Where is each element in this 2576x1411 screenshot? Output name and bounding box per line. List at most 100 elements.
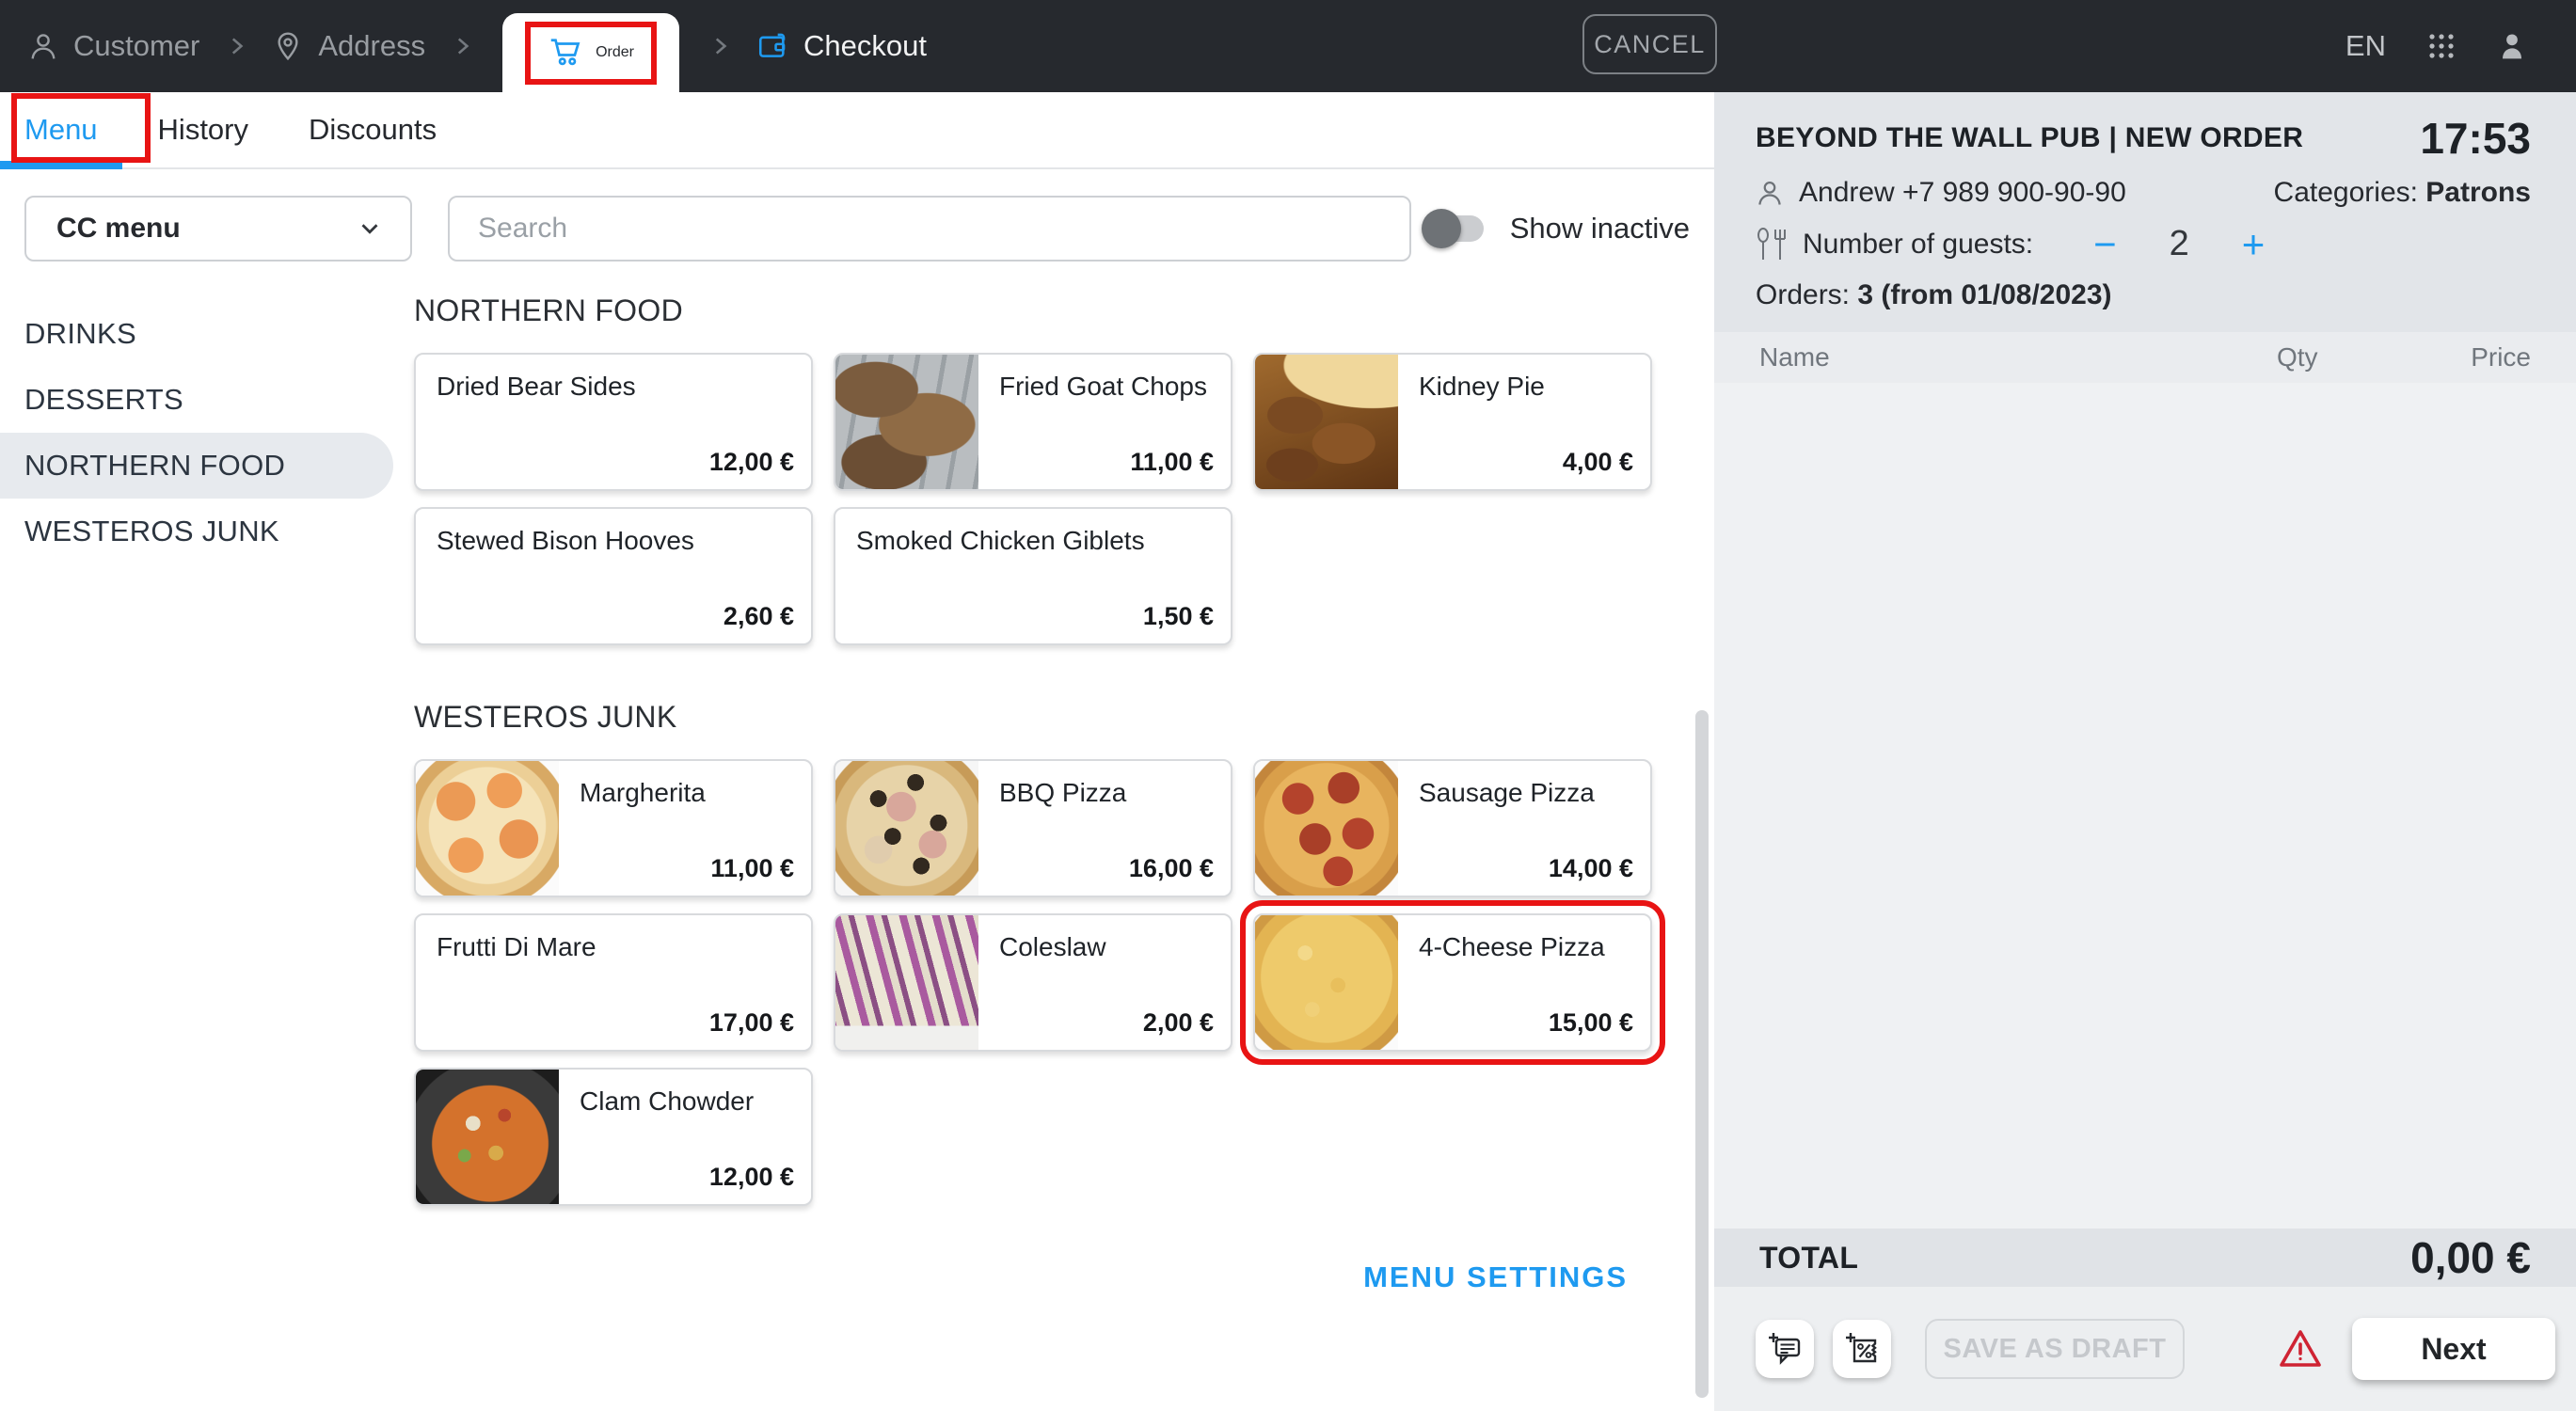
menu-item-price: 11,00 € <box>1130 448 1214 476</box>
menu-item-card[interactable]: Stewed Bison Hooves 2,60 € <box>414 507 813 645</box>
total-row: TOTAL 0,00 € <box>1714 1229 2576 1287</box>
menu-section: WESTEROS JUNK Margherita 11,00 € BBQ Piz… <box>414 700 1714 1206</box>
warning-icon <box>2277 1327 2324 1371</box>
order-panel-footer: SAVE AS DRAFT Next <box>1714 1287 2576 1411</box>
step-address-label: Address <box>318 29 426 62</box>
menu-card-grid: Margherita 11,00 € BBQ Pizza 16,00 € Sau… <box>414 759 1665 1206</box>
vertical-scrollbar-thumb[interactable] <box>1695 710 1709 1398</box>
chevron-right-icon <box>450 34 474 58</box>
tab-history[interactable]: History <box>157 113 248 146</box>
menu-item-name: Frutti Di Mare <box>437 932 596 961</box>
menu-item-price: 4,00 € <box>1562 448 1633 476</box>
add-comment-icon <box>1766 1330 1804 1368</box>
customer-categories: Categories: Patrons <box>2274 177 2531 209</box>
menu-item-name: Stewed Bison Hooves <box>437 526 694 555</box>
category-label: DRINKS <box>24 317 136 350</box>
order-time: 17:53 <box>2420 114 2531 163</box>
column-qty: Qty <box>2277 342 2318 372</box>
menu-item-price: 16,00 € <box>1128 854 1214 882</box>
orders-value: 3 (from 01/08/2023) <box>1857 279 2112 310</box>
category-label: NORTHERN FOOD <box>24 449 286 482</box>
next-button[interactable]: Next <box>2352 1318 2555 1380</box>
venue-and-order-title: BEYOND THE WALL PUB | NEW ORDER <box>1756 122 2304 153</box>
menu-item-price: 12,00 € <box>708 448 794 476</box>
cancel-button[interactable]: CANCEL <box>1582 14 1717 74</box>
menu-item-price: 11,00 € <box>710 854 794 882</box>
menu-section: NORTHERN FOOD Dried Bear Sides 12,00 € F… <box>414 293 1714 645</box>
column-price: Price <box>2471 342 2531 372</box>
guests-increment-button[interactable]: + <box>2241 221 2266 266</box>
menu-item-price: 1,50 € <box>1142 602 1214 630</box>
menu-settings-link[interactable]: MENU SETTINGS <box>1363 1260 1628 1293</box>
menu-item-card[interactable]: Smoked Chicken Giblets 1,50 € <box>834 507 1232 645</box>
total-value: 0,00 € <box>2410 1233 2531 1282</box>
step-order-active-tab[interactable]: Order <box>502 13 680 92</box>
menu-item-card[interactable]: Margherita 11,00 € <box>414 759 813 897</box>
menu-item-name: Sausage Pizza <box>1419 778 1595 807</box>
filter-row: CC menu Show inactive <box>0 196 1714 262</box>
menu-item-price: 2,00 € <box>1142 1008 1214 1037</box>
search-input[interactable] <box>448 196 1411 262</box>
menu-item-card-annotated[interactable]: 4-Cheese Pizza 15,00 € <box>1240 900 1665 1065</box>
step-customer[interactable]: Customer <box>28 29 199 63</box>
menu-item-card[interactable]: BBQ Pizza 16,00 € <box>834 759 1232 897</box>
cutlery-icon <box>1756 227 1788 262</box>
sidebar-category-northern-food[interactable]: NORTHERN FOOD <box>0 433 393 499</box>
menu-item-name: Margherita <box>580 778 706 807</box>
menu-item-price: 17,00 € <box>708 1008 794 1037</box>
coleslaw-image <box>835 915 978 1050</box>
sidebar-category-drinks[interactable]: DRINKS <box>0 301 393 367</box>
menu-item-card[interactable]: Sausage Pizza 14,00 € <box>1253 759 1652 897</box>
menu-item-name: BBQ Pizza <box>999 778 1127 807</box>
menu-item-name: Smoked Chicken Giblets <box>856 526 1145 555</box>
menu-select-dropdown[interactable]: CC menu <box>24 196 412 262</box>
guests-count: 2 <box>2169 224 2189 263</box>
toggle-knob <box>1421 209 1461 248</box>
menu-item-card[interactable]: Clam Chowder 12,00 € <box>414 1068 813 1206</box>
step-customer-label: Customer <box>73 29 200 62</box>
show-inactive-toggle[interactable] <box>1421 209 1484 248</box>
category-list: DRINKS DESSERTS NORTHERN FOOD WESTEROS J… <box>0 293 414 1411</box>
items-area: NORTHERN FOOD Dried Bear Sides 12,00 € F… <box>414 293 1714 1411</box>
categories-label: Categories: <box>2273 177 2426 208</box>
add-discount-button[interactable] <box>1833 1320 1891 1378</box>
sidebar-category-westeros-junk[interactable]: WESTEROS JUNK <box>0 499 393 564</box>
annotation-box-order: Order <box>525 21 658 85</box>
save-as-draft-button[interactable]: SAVE AS DRAFT <box>1925 1319 2185 1379</box>
guests-row: Number of guests: − 2 + <box>1756 224 2531 264</box>
goat-chops-image <box>835 355 978 489</box>
person-icon <box>1756 179 1784 207</box>
menu-item-name: Coleslaw <box>999 932 1106 961</box>
show-inactive-toggle-wrap: Show inactive <box>1421 209 1690 248</box>
chevron-down-icon <box>356 214 384 243</box>
language-selector[interactable]: EN <box>2345 29 2386 62</box>
sausage-pizza-image <box>1255 761 1398 896</box>
menu-column: Menu History Discounts CC menu Show inac… <box>0 92 1714 1411</box>
clam-chowder-image <box>416 1070 559 1204</box>
order-panel: BEYOND THE WALL PUB | NEW ORDER 17:53 An… <box>1714 92 2576 1411</box>
person-icon <box>28 31 58 61</box>
menu-section-title: WESTEROS JUNK <box>414 700 677 734</box>
apps-grid-icon[interactable] <box>2427 32 2456 60</box>
step-address[interactable]: Address <box>273 29 425 63</box>
main-layout: Menu History Discounts CC menu Show inac… <box>0 92 2576 1411</box>
tab-menu[interactable]: Menu <box>24 113 98 146</box>
orders-history-line: Orders: 3 (from 01/08/2023) <box>1756 279 2531 311</box>
menu-item-price: 14,00 € <box>1548 854 1633 882</box>
menu-item-card[interactable]: Frutti Di Mare 17,00 € <box>414 913 813 1052</box>
menu-item-card[interactable]: Kidney Pie 4,00 € <box>1253 353 1652 491</box>
menu-item-card[interactable]: Fried Goat Chops 11,00 € <box>834 353 1232 491</box>
step-checkout[interactable]: Checkout <box>756 29 927 63</box>
menu-item-card[interactable]: Dried Bear Sides 12,00 € <box>414 353 813 491</box>
menu-item-name: Clam Chowder <box>580 1086 755 1116</box>
add-comment-button[interactable] <box>1756 1320 1814 1378</box>
categories-value: Patrons <box>2425 177 2531 208</box>
tab-discounts[interactable]: Discounts <box>309 113 437 146</box>
menu-section-title: NORTHERN FOOD <box>414 293 683 327</box>
annotation-box-menu-tab <box>11 93 151 163</box>
menu-item-price: 12,00 € <box>708 1163 794 1191</box>
sidebar-category-desserts[interactable]: DESSERTS <box>0 367 393 433</box>
guests-decrement-button[interactable]: − <box>2093 221 2117 266</box>
menu-item-card[interactable]: Coleslaw 2,00 € <box>834 913 1232 1052</box>
account-icon[interactable] <box>2497 31 2527 61</box>
